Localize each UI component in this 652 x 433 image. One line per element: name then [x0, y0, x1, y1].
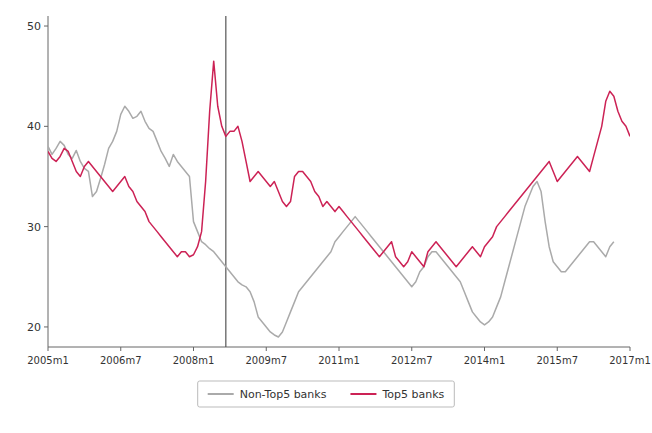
legend-label: Non-Top5 banks	[240, 388, 327, 401]
x-tick-label: 2005m1	[27, 355, 69, 366]
y-tick	[44, 126, 48, 127]
legend-label: Top5 banks	[381, 388, 444, 401]
legend-swatch	[208, 393, 234, 395]
x-tick-label: 2014m1	[464, 355, 506, 366]
y-tick	[44, 226, 48, 227]
reference-line	[225, 16, 226, 347]
x-axis: 2005m1 2006m7 2008m1 2009m7 2011m1 2012m7 2014…	[27, 347, 651, 366]
legend-swatch	[350, 393, 376, 395]
y-tick	[44, 26, 48, 27]
x-tick-label: 2009m7	[245, 355, 287, 366]
y-tick-label: 30	[27, 221, 41, 234]
series-line	[48, 61, 630, 267]
x-tick	[48, 347, 49, 351]
x-tick-label: 2011m1	[318, 355, 360, 366]
x-tick	[120, 347, 121, 351]
x-tick-label: 2017m1	[609, 355, 651, 366]
series-line	[48, 106, 614, 337]
x-tick	[630, 347, 631, 351]
legend: Non-Top5 banks Top5 banks	[198, 381, 455, 407]
x-tick	[266, 347, 267, 351]
x-tick	[411, 347, 412, 351]
x-tick	[557, 347, 558, 351]
y-tick-label: 40	[27, 120, 41, 133]
y-tick-label: 20	[27, 321, 41, 334]
y-axis-line	[48, 16, 49, 347]
x-tick	[339, 347, 340, 351]
y-axis: 20 30 40 50	[27, 16, 48, 347]
x-tick-label: 2006m7	[100, 355, 142, 366]
y-tick	[44, 326, 48, 327]
plot-area	[48, 16, 630, 347]
x-tick	[484, 347, 485, 351]
x-tick-label: 2012m7	[391, 355, 433, 366]
x-axis-line	[48, 347, 630, 348]
x-tick-label: 2015m7	[536, 355, 578, 366]
y-tick-label: 50	[27, 20, 41, 33]
legend-frame	[198, 381, 455, 407]
chart: 203040502005m12006m72008m12009m72011m120…	[0, 0, 652, 433]
x-tick	[193, 347, 194, 351]
x-tick-label: 2008m1	[173, 355, 215, 366]
